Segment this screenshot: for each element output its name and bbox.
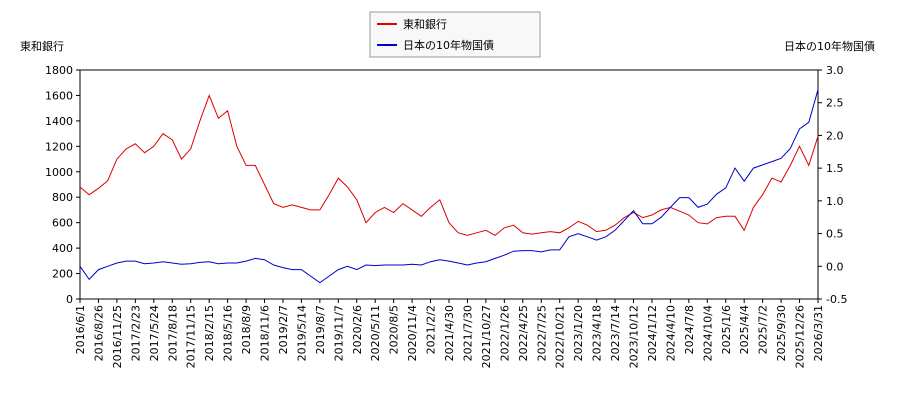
y-tick-label: 200 xyxy=(52,268,73,281)
x-tick-label: 2017/5/24 xyxy=(148,305,161,361)
x-tick-label: 2026/3/31 xyxy=(812,305,825,361)
y-tick-label: 1400 xyxy=(45,115,73,128)
y-tick-label: 600 xyxy=(52,217,73,230)
plot-frame xyxy=(79,69,819,300)
x-tick-label: 2023/10/12 xyxy=(628,305,641,368)
x-tick-label: 2021/2/2 xyxy=(425,305,438,354)
x-tick-label: 2024/1/12 xyxy=(646,305,659,361)
y-tick-label: 0 xyxy=(66,293,73,306)
x-tick-label: 2019/5/14 xyxy=(295,305,308,361)
y-tick-label: 400 xyxy=(52,242,73,255)
y2-tick-label: 2.5 xyxy=(826,97,844,110)
x-tick-label: 2020/2/6 xyxy=(351,305,364,354)
x-tick-label: 2016/8/26 xyxy=(92,305,105,361)
x-tick-label: 2017/11/15 xyxy=(185,305,198,368)
y2-tick-label: 1.5 xyxy=(826,162,844,175)
x-tick-label: 2025/4/4 xyxy=(738,305,751,354)
x-tick-label: 2024/4/10 xyxy=(664,305,677,361)
y2-tick-label: 3.0 xyxy=(826,64,844,77)
x-tick-label: 2019/2/7 xyxy=(277,305,290,354)
x-tick-label: 2017/2/23 xyxy=(129,305,142,361)
y2-tick-label: 1.0 xyxy=(826,195,844,208)
legend-label: 東和銀行 xyxy=(403,17,447,31)
x-tick-label: 2017/8/18 xyxy=(166,305,179,361)
x-tick-label: 2020/8/5 xyxy=(388,305,401,354)
x-tick-label: 2025/9/30 xyxy=(775,305,788,361)
legend-box xyxy=(369,11,541,58)
x-tick-label: 2016/11/25 xyxy=(111,305,124,368)
series-line xyxy=(79,89,819,284)
x-tick-label: 2025/7/2 xyxy=(757,305,770,354)
legend-label: 日本の10年物国債 xyxy=(403,38,494,52)
y2-tick-label: 0.0 xyxy=(826,260,844,273)
x-tick-label: 2020/5/11 xyxy=(369,305,382,361)
x-tick-label: 2020/11/4 xyxy=(406,305,419,361)
x-tick-label: 2023/1/20 xyxy=(572,305,585,361)
y-tick-label: 1000 xyxy=(45,166,73,179)
x-tick-label: 2024/10/4 xyxy=(701,305,714,361)
x-tick-label: 2024/7/8 xyxy=(683,305,696,354)
y-tick-label: 800 xyxy=(52,191,73,204)
y2-tick-label: 0.5 xyxy=(826,228,844,241)
y-tick-label: 1600 xyxy=(45,89,73,102)
x-tick-label: 2018/2/15 xyxy=(203,305,216,361)
x-tick-label: 2023/4/18 xyxy=(591,305,604,361)
y2-axis-title: 日本の10年物国債 xyxy=(784,39,875,53)
x-tick-label: 2023/7/14 xyxy=(609,305,622,361)
x-tick-label: 2018/8/9 xyxy=(240,305,253,354)
x-tick-label: 2016/6/1 xyxy=(74,305,87,354)
x-tick-label: 2022/10/21 xyxy=(554,305,567,368)
x-tick-label: 2022/1/26 xyxy=(498,305,511,361)
x-tick-label: 2018/11/6 xyxy=(259,305,272,361)
x-tick-label: 2025/12/26 xyxy=(794,305,807,368)
x-tick-label: 2022/7/25 xyxy=(535,305,548,361)
x-tick-label: 2021/4/30 xyxy=(443,305,456,361)
x-tick-label: 2022/4/25 xyxy=(517,305,530,361)
x-tick-label: 2025/1/6 xyxy=(720,305,733,354)
series-line xyxy=(79,94,819,237)
x-tick-label: 2021/10/27 xyxy=(480,305,493,368)
y-tick-label: 1800 xyxy=(45,64,73,77)
y-tick-label: 1200 xyxy=(45,140,73,153)
x-tick-label: 2018/5/16 xyxy=(222,305,235,361)
y2-tick-label: 2.0 xyxy=(826,129,844,142)
x-tick-label: 2019/8/7 xyxy=(314,305,327,354)
y-axis-title: 東和銀行 xyxy=(20,39,64,53)
x-tick-label: 2021/7/30 xyxy=(461,305,474,361)
y2-tick-label: -0.5 xyxy=(826,293,847,306)
x-tick-label: 2019/11/7 xyxy=(332,305,345,361)
